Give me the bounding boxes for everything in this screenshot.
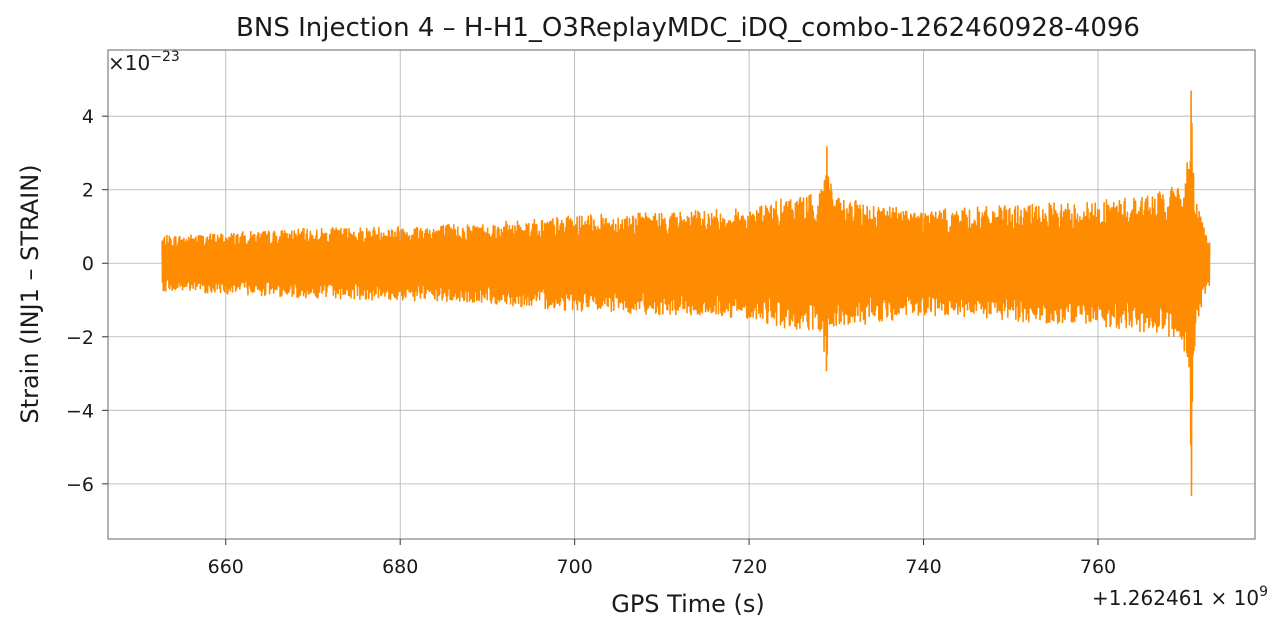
- x-tick-label: 760: [1080, 556, 1116, 578]
- y-tick-label: 0: [82, 253, 94, 275]
- x-tick-label: 700: [557, 556, 593, 578]
- x-tick-label: 660: [208, 556, 244, 578]
- strain-line: [161, 90, 1211, 497]
- x-tick-label: 680: [382, 556, 418, 578]
- y-scale-base: ×10: [108, 51, 150, 75]
- y-tick-label: −2: [66, 327, 94, 349]
- series-strain: [161, 90, 1211, 497]
- x-axis-ticks: 660 680 700 720 740 760: [208, 539, 1116, 578]
- y-tick-label: 2: [82, 180, 94, 202]
- y-axis-label: Strain (INJ1 – STRAIN): [16, 164, 44, 423]
- y-tick-label: 4: [82, 106, 94, 128]
- plot-frame: [107, 49, 1256, 540]
- y-scale-factor: ×10−23: [108, 49, 180, 75]
- y-tick-label: −6: [66, 474, 94, 496]
- x-offset-label: +1.262461 × 109: [1092, 584, 1268, 610]
- x-axis-label: GPS Time (s): [611, 590, 765, 618]
- x-tick-label: 740: [905, 556, 941, 578]
- x-offset-base: +1.262461: [1092, 586, 1204, 610]
- y-tick-label: −4: [66, 400, 94, 422]
- chart-title: BNS Injection 4 – H-H1_O3ReplayMDC_iDQ_c…: [236, 13, 1140, 43]
- x-tick-label: 720: [731, 556, 767, 578]
- x-offset-exponent: 9: [1259, 584, 1268, 600]
- y-scale-exponent: −23: [150, 49, 180, 65]
- y-axis-ticks: 4 2 0 −2 −4 −6: [66, 106, 108, 496]
